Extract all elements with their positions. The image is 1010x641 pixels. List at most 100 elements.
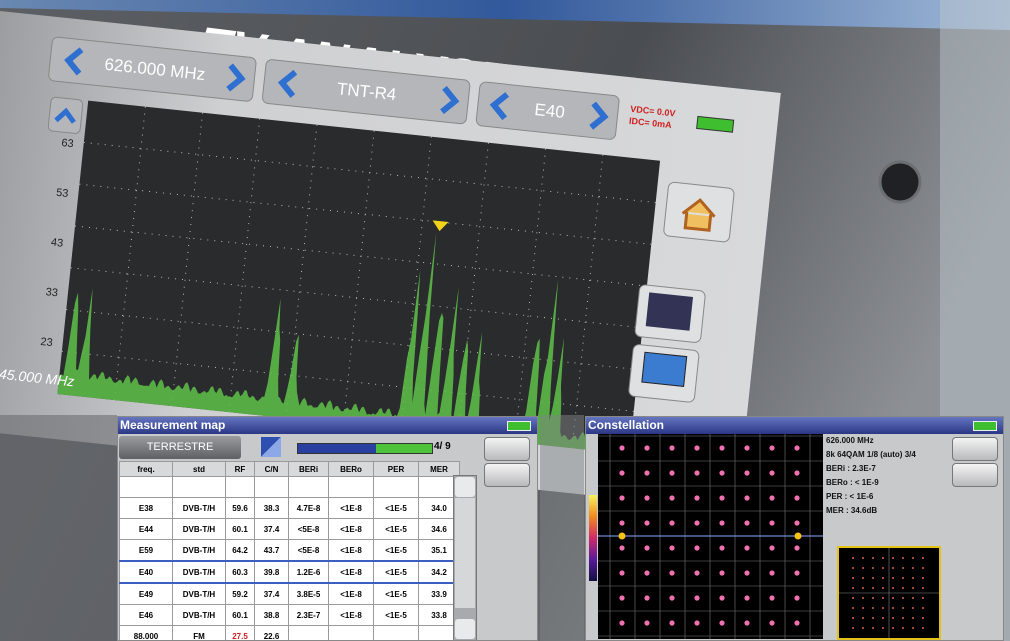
- column-header: std: [173, 462, 226, 477]
- symbol: [912, 557, 914, 559]
- table-cell: E44: [120, 519, 173, 540]
- symbol: [872, 597, 874, 599]
- table-cell: <1E-8: [329, 605, 374, 626]
- symbol: [744, 470, 749, 475]
- table-cell: 27.5: [226, 626, 255, 641]
- symbol: [922, 597, 924, 599]
- symbol: [719, 570, 724, 575]
- symbol: [922, 577, 924, 579]
- symbol: [669, 595, 674, 600]
- symbol: [794, 445, 799, 450]
- symbol: [669, 470, 674, 475]
- y-label: 63: [61, 137, 74, 150]
- constellation-plot: [598, 434, 823, 639]
- symbol: [912, 617, 914, 619]
- table-cell: 59.2: [226, 583, 255, 605]
- symbol: [669, 445, 674, 450]
- symbol: [872, 627, 874, 629]
- table-cell: DVB-T/H: [173, 583, 226, 605]
- symbol: [769, 520, 774, 525]
- symbol: [862, 597, 864, 599]
- table-cell: 60.3: [226, 561, 255, 583]
- table-cell: <1E-5: [374, 561, 419, 583]
- symbol: [912, 627, 914, 629]
- edit-button[interactable]: [484, 463, 530, 487]
- symbol: [694, 595, 699, 600]
- empty-cell: [374, 477, 419, 498]
- symbol: [902, 607, 904, 609]
- symbol: [882, 567, 884, 569]
- progress-bar: [297, 443, 433, 454]
- symbol: [862, 567, 864, 569]
- table-cell: 38.3: [255, 498, 289, 519]
- info-line: BERo : < 1E-9: [826, 478, 879, 487]
- symbol: [644, 470, 649, 475]
- symbol: [872, 577, 874, 579]
- y-label: 43: [50, 236, 63, 249]
- spectrum-icon: [646, 292, 693, 330]
- symbol: [769, 470, 774, 475]
- y-label: 33: [45, 286, 58, 299]
- symbol: [744, 545, 749, 550]
- symbol: [619, 495, 624, 500]
- home-button[interactable]: [484, 437, 530, 461]
- empty-row: [120, 477, 460, 498]
- panel-title: Constellation: [588, 418, 664, 432]
- scroll-thumb[interactable]: [455, 498, 475, 608]
- table-cell: <1E-8: [329, 540, 374, 562]
- up-button[interactable]: [48, 97, 83, 134]
- symbol: [872, 587, 874, 589]
- band-button[interactable]: TERRESTRE: [119, 436, 241, 459]
- column-header: BERi: [289, 462, 329, 477]
- table-cell: <1E-5: [374, 605, 419, 626]
- symbol: [922, 627, 924, 629]
- channel: E40: [534, 100, 566, 122]
- symbol: [744, 495, 749, 500]
- symbol: [619, 445, 624, 450]
- symbol: [862, 607, 864, 609]
- symbol: [794, 495, 799, 500]
- symbol: [912, 567, 914, 569]
- title-bar: Measurement map: [118, 417, 537, 434]
- symbol: [892, 557, 894, 559]
- edit-button[interactable]: [952, 463, 998, 487]
- symbol: [882, 597, 884, 599]
- table-cell: 59.6: [226, 498, 255, 519]
- table-cell: DVB-T/H: [173, 519, 226, 540]
- scroll-down[interactable]: [455, 619, 475, 639]
- empty-cell: [329, 477, 374, 498]
- symbol: [719, 620, 724, 625]
- symbol: [744, 595, 749, 600]
- battery: [507, 421, 531, 431]
- table-cell: 3.8E-5: [289, 583, 329, 605]
- table-cell: <1E-5: [374, 583, 419, 605]
- symbol: [694, 570, 699, 575]
- symbol: [912, 587, 914, 589]
- symbol: [852, 567, 854, 569]
- symbol: [619, 570, 624, 575]
- table-row: E40DVB-T/H60.339.81.2E-6<1E-8<1E-534.2: [120, 561, 460, 583]
- table-cell: 2.3E-7: [289, 605, 329, 626]
- info-line: PER : < 1E-6: [826, 492, 873, 501]
- symbol: [644, 570, 649, 575]
- symbol: [794, 545, 799, 550]
- empty-cell: [329, 626, 374, 641]
- symbol: [619, 620, 624, 625]
- table-cell: E49: [120, 583, 173, 605]
- symbol: [852, 577, 854, 579]
- symbol: [892, 617, 894, 619]
- symbol: [872, 617, 874, 619]
- symbol: [862, 577, 864, 579]
- table-cell: FM: [173, 626, 226, 641]
- symbol: [744, 570, 749, 575]
- symbol: [882, 607, 884, 609]
- scroll-up[interactable]: [455, 477, 475, 497]
- symbol: [644, 545, 649, 550]
- home-button[interactable]: [952, 437, 998, 461]
- table-cell: <1E-5: [374, 498, 419, 519]
- symbol: [852, 597, 854, 599]
- column-header: freq.: [120, 462, 173, 477]
- symbol: [644, 620, 649, 625]
- symbol: [619, 470, 624, 475]
- info-line: MER : 34.6dB: [826, 506, 877, 515]
